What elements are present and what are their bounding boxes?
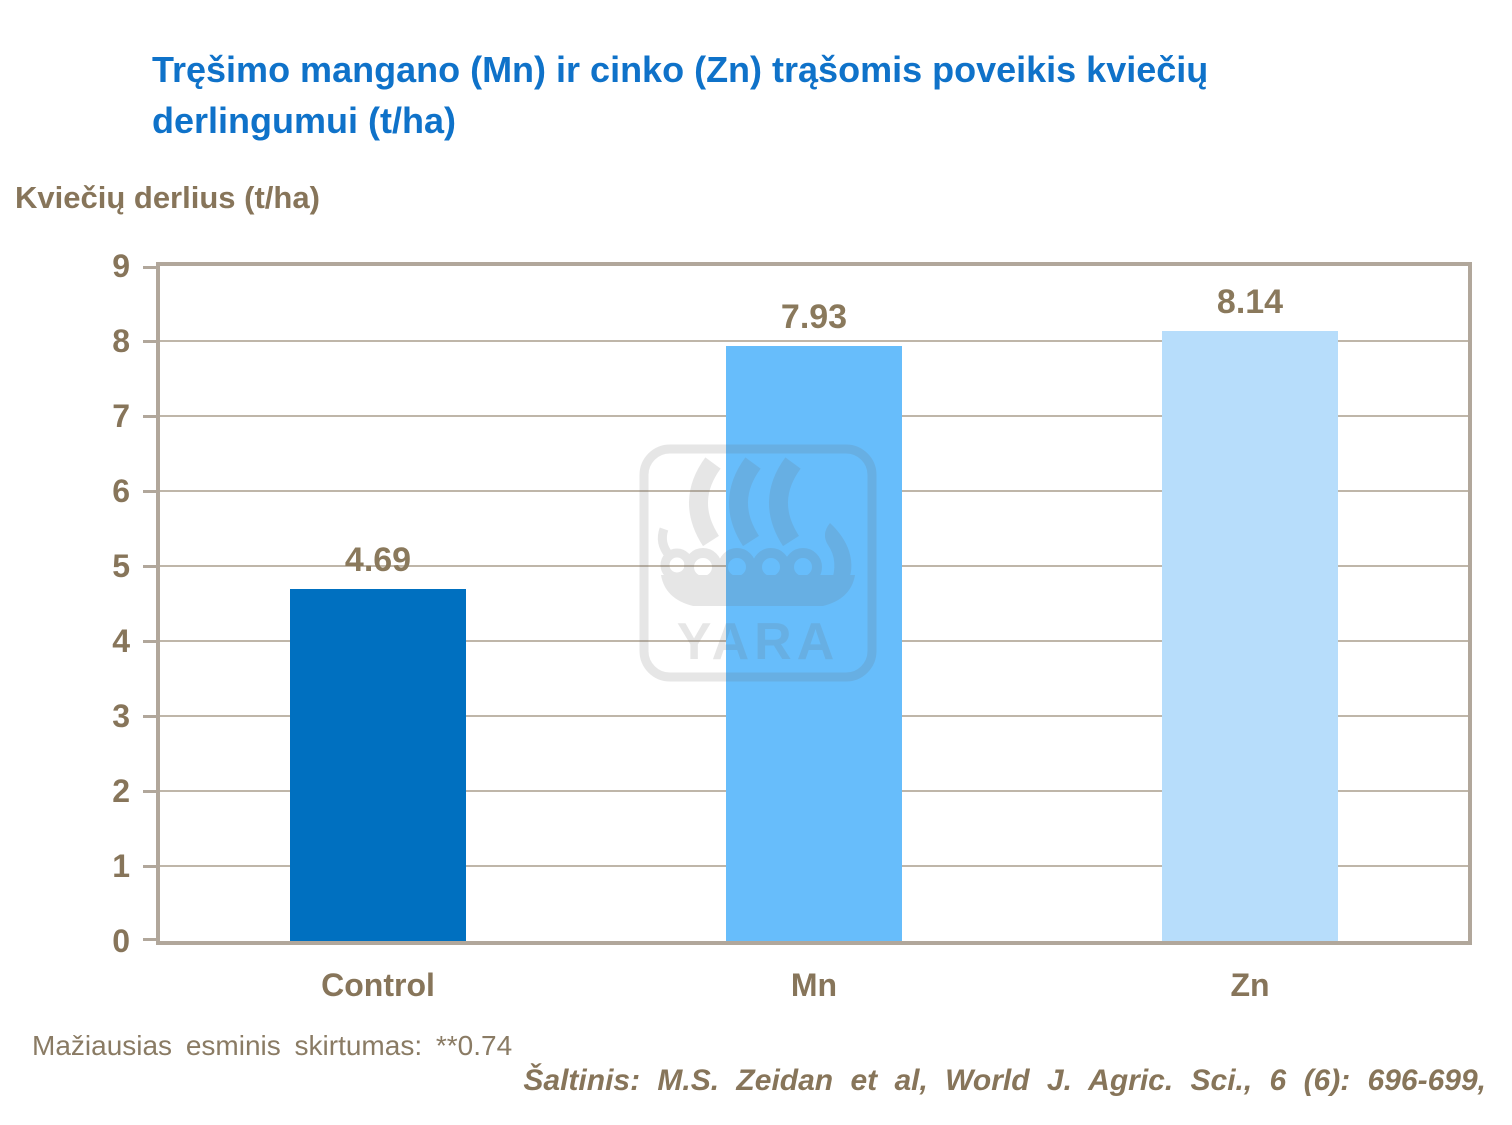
viking-prow-icon (824, 523, 852, 586)
y-tick-mark (143, 640, 156, 643)
y-tick-label: 6 (112, 473, 130, 509)
viking-stern-tail-icon (657, 527, 673, 558)
x-tick-label: Mn (790, 967, 838, 1003)
viking-hull-icon (661, 575, 855, 606)
source-citation: Šaltinis: M.S. Zeidan et al, World J. Ag… (523, 1064, 1486, 1097)
viking-sail-icon (769, 457, 801, 547)
y-tick-label: 4 (112, 623, 130, 659)
viking-shield-icon (684, 548, 722, 586)
bar-value-label: 8.14 (1216, 282, 1284, 321)
viking-sail-icon (689, 457, 721, 547)
y-tick-mark (143, 490, 156, 493)
chart-title-line1: Tręšimo mangano (Mn) ir cinko (Zn) trąšo… (152, 49, 1209, 90)
y-tick-label: 8 (112, 323, 130, 359)
y-tick-mark (143, 790, 156, 793)
watermark-text: YARA (677, 613, 840, 671)
y-tick-mark (143, 715, 156, 718)
bar-value-label: 7.93 (780, 298, 848, 337)
y-tick-label: 2 (112, 773, 130, 809)
y-tick-mark (143, 415, 156, 418)
y-axis-title: Kviečių derlius (t/ha) (15, 180, 320, 215)
y-tick-label: 7 (112, 398, 130, 434)
y-tick-label: 0 (112, 923, 130, 959)
y-tick-mark (143, 340, 156, 343)
viking-sail-icon (729, 457, 761, 547)
chart-title-line2: derlingumui (t/ha) (152, 100, 456, 142)
viking-stern-curl-icon (660, 548, 694, 582)
viking-shield-icon (752, 548, 790, 586)
x-tick-label: Zn (1230, 967, 1270, 1003)
y-tick-label: 3 (112, 698, 130, 734)
plot-area: 0 1 2 3 4 5 6 7 8 9 4.69 Control 7.93 Mn 8.14 Zn (112, 248, 1472, 1003)
y-tick-mark (143, 938, 156, 941)
y-tick-mark (143, 865, 156, 868)
bar (726, 346, 902, 941)
y-tick-mark (143, 565, 156, 568)
y-tick-label: 1 (112, 848, 130, 884)
yara-logo-watermark: YARA (639, 444, 877, 682)
y-tick-label: 9 (112, 248, 130, 284)
x-tick-label: Control (321, 967, 435, 1003)
bar (1162, 330, 1338, 941)
bar-value-label: 4.69 (344, 541, 412, 580)
viking-shield-icon (718, 548, 756, 586)
gridline (160, 340, 1468, 342)
watermark-frame (639, 444, 877, 682)
lsd-note: Mažiausias esminis skirtumas: **0.74 (32, 1030, 513, 1061)
y-tick-mark (143, 266, 156, 269)
viking-shield-icon (784, 548, 822, 586)
bar (290, 589, 466, 941)
plot-inner: 0 1 2 3 4 5 6 7 8 9 4.69 Control 7.93 Mn 8.14 Zn (112, 248, 1468, 1003)
y-tick-label: 5 (112, 548, 130, 584)
chart-title: Tręšimo mangano (Mn) ir cinko (Zn) trąšo… (152, 44, 1452, 146)
